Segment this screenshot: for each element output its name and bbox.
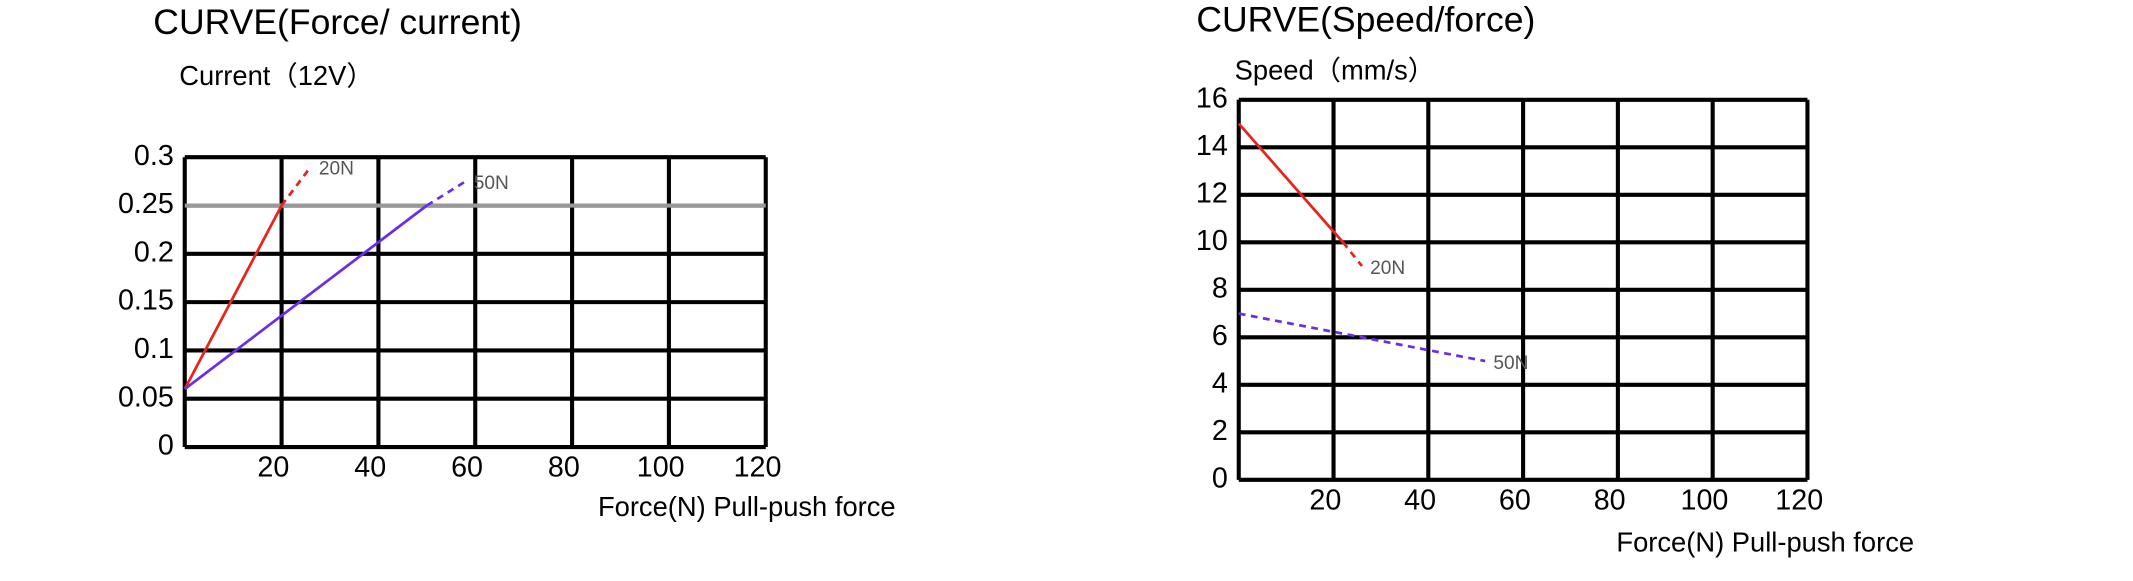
y-axis-label: Speed（mm/s） — [1235, 55, 1435, 86]
series-line — [183, 204, 283, 390]
y-tick-label: 0.25 — [118, 188, 174, 220]
x-tick-label: 100 — [1681, 484, 1729, 516]
x-tick-label: 20 — [257, 451, 289, 483]
x-tick-label: 20 — [1309, 484, 1341, 516]
y-tick-label: 8 — [1212, 272, 1228, 304]
y-tick-label: 6 — [1212, 320, 1228, 352]
series-line — [183, 204, 428, 391]
x-tick-label: 40 — [354, 451, 386, 483]
y-tick-label: 12 — [1196, 177, 1228, 209]
series-line-dashed — [1238, 312, 1486, 363]
y-tick-label: 0 — [1212, 462, 1228, 494]
y-tick-label: 0.05 — [118, 381, 174, 413]
x-axis-label: Force(N) Pull-push force — [1616, 526, 1914, 557]
series-label: 50N — [474, 173, 509, 194]
x-tick-label: 120 — [1775, 484, 1823, 516]
series-label: 20N — [319, 159, 354, 180]
chart-title: CURVE(Speed/force) — [1196, 0, 1535, 39]
series-label: 50N — [1493, 353, 1528, 374]
y-tick-label: 0.1 — [134, 333, 174, 365]
x-axis-label: Force(N) Pull-push force — [598, 491, 896, 522]
series-line-dashed — [1341, 241, 1364, 267]
x-tick-label: 60 — [451, 451, 483, 483]
y-tick-label: 16 — [1196, 82, 1228, 114]
x-tick-label: 80 — [1594, 484, 1626, 516]
series-line — [1237, 122, 1345, 244]
y-tick-label: 14 — [1196, 130, 1228, 162]
y-axis-label: Current（12V） — [179, 60, 373, 91]
y-tick-label: 0.2 — [134, 236, 174, 268]
y-tick-label: 2 — [1212, 415, 1228, 447]
x-tick-label: 120 — [734, 451, 782, 483]
y-tick-label: 0 — [158, 430, 174, 462]
y-tick-label: 10 — [1196, 225, 1228, 257]
series-line-dashed — [280, 166, 312, 207]
x-tick-label: 100 — [637, 451, 685, 483]
y-tick-label: 0.3 — [134, 140, 174, 172]
series-line-dashed — [426, 180, 467, 207]
y-tick-label: 4 — [1212, 367, 1228, 399]
x-tick-label: 40 — [1404, 484, 1436, 516]
series-label: 20N — [1370, 258, 1405, 279]
x-tick-label: 60 — [1499, 484, 1531, 516]
y-tick-label: 0.15 — [118, 285, 174, 317]
chart-title: CURVE(Force/ current) — [153, 2, 522, 42]
x-tick-label: 80 — [548, 451, 580, 483]
